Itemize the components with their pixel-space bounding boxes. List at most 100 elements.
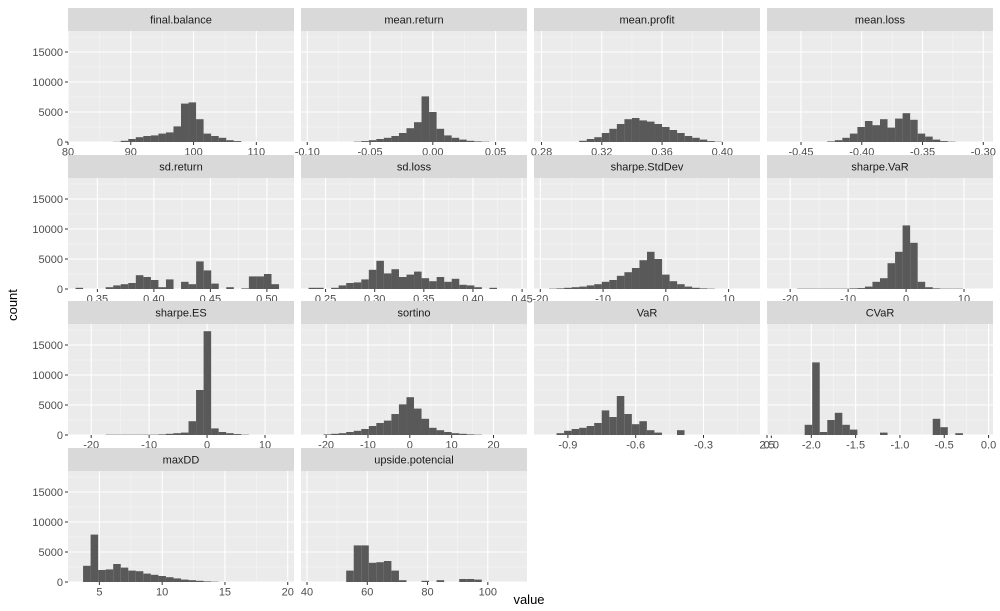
histogram-bar (181, 281, 189, 289)
facet-strip-label: mean.return (384, 15, 443, 27)
histogram-bar (556, 433, 565, 435)
histogram-bar (684, 286, 693, 289)
histogram-bar (226, 140, 234, 142)
histogram-bar (421, 580, 430, 582)
facet-strip (301, 448, 527, 471)
histogram-bar (594, 137, 602, 142)
histogram-bar (203, 331, 212, 435)
panel-background (68, 178, 294, 289)
histogram-bar (414, 122, 422, 142)
histogram-bar (368, 269, 377, 289)
histogram-bar (150, 574, 159, 582)
histogram-bar (849, 429, 858, 435)
histogram-bar (819, 432, 828, 435)
histogram-bar (827, 420, 835, 435)
histogram-bar (414, 271, 422, 289)
x-tick-label: -0.5 (935, 440, 954, 452)
histogram-bar (128, 283, 136, 289)
facet-strip-label: sd.return (159, 162, 202, 174)
facet-strip (68, 155, 294, 178)
histogram-bar (579, 286, 587, 289)
facet-strip-label: final.balance (150, 15, 212, 27)
histogram-bar (579, 140, 587, 142)
histogram-bar (211, 136, 219, 142)
x-tick-label: 100 (479, 587, 497, 599)
histogram-bar (474, 579, 482, 582)
facet-strip (301, 301, 527, 324)
histogram-bar (218, 432, 227, 435)
x-tick-label: 2.5 (759, 440, 774, 452)
histogram-bar (564, 287, 572, 289)
histogram-bar (406, 128, 414, 142)
histogram-bar (556, 288, 565, 289)
histogram-bar (241, 288, 249, 289)
histogram-bar (135, 275, 144, 289)
histogram-bar (368, 140, 377, 142)
histogram-bar (669, 281, 678, 289)
histogram-bar (188, 580, 197, 582)
histogram-bar (692, 137, 700, 142)
histogram-bar (233, 434, 242, 435)
histogram-bar (601, 281, 610, 289)
histogram-bar (429, 112, 437, 142)
histogram-bar (857, 288, 865, 289)
histogram-bar (917, 281, 926, 289)
x-tick-label: -1.5 (846, 440, 865, 452)
facet-strip-label: maxDD (163, 455, 200, 467)
histogram-bar (669, 130, 678, 142)
histogram-bar (586, 426, 595, 435)
facet-panel: mean.return-0.10 -0.05 0.00 0.05 (295, 8, 527, 159)
histogram-bar (346, 432, 354, 435)
histogram-bar (564, 430, 572, 435)
histogram-bar (601, 133, 610, 142)
histogram-bar (654, 259, 663, 289)
histogram-bar (609, 280, 617, 289)
histogram-bar (226, 433, 234, 435)
histogram-bar (887, 127, 896, 142)
y-tick-label: 10000 (32, 517, 63, 529)
histogram-bar (857, 127, 865, 142)
histogram-bar (203, 581, 212, 582)
histogram-bar (233, 141, 242, 142)
histogram-bar (910, 119, 918, 142)
histogram-bar (895, 251, 903, 289)
histogram-bar (586, 139, 595, 142)
histogram-bar (955, 433, 963, 435)
y-tick-label: 15000 (32, 340, 63, 352)
histogram-bar (361, 545, 369, 582)
histogram-bar (173, 578, 181, 582)
histogram-bar (421, 96, 430, 142)
histogram-bar (594, 284, 602, 289)
histogram-bar (459, 579, 467, 582)
x-tick-label: 0.0 (981, 440, 996, 452)
histogram-bar (346, 283, 354, 289)
histogram-bar (624, 414, 632, 435)
histogram-bar (203, 270, 212, 289)
histogram-bar (864, 121, 873, 142)
y-tick-label: 0 (57, 137, 63, 149)
histogram-bar (391, 414, 399, 435)
histogram-bar (128, 139, 136, 142)
histogram-bar (631, 118, 640, 142)
histogram-bar (98, 570, 106, 582)
x-tick-label: -0.3 (694, 440, 713, 452)
histogram-bar (120, 140, 129, 142)
histogram-bar (466, 434, 475, 435)
histogram-bar (925, 136, 933, 142)
histogram-bar (383, 137, 392, 142)
facet-strip-label: VaR (637, 308, 658, 320)
y-tick-label: 10000 (32, 224, 63, 236)
facet-strip (767, 8, 993, 31)
histogram-bar (165, 433, 174, 435)
histogram-bar (684, 136, 693, 142)
histogram-bar (932, 288, 941, 289)
x-tick-label: -0.9 (558, 440, 577, 452)
histogram-bar (135, 137, 144, 142)
x-tick-label: 0.0 (764, 440, 779, 452)
y-tick-label: 0 (57, 284, 63, 296)
facet-strip-label: sortino (397, 308, 430, 320)
y-tick-label: 5000 (39, 547, 63, 559)
histogram-bar (90, 534, 99, 582)
